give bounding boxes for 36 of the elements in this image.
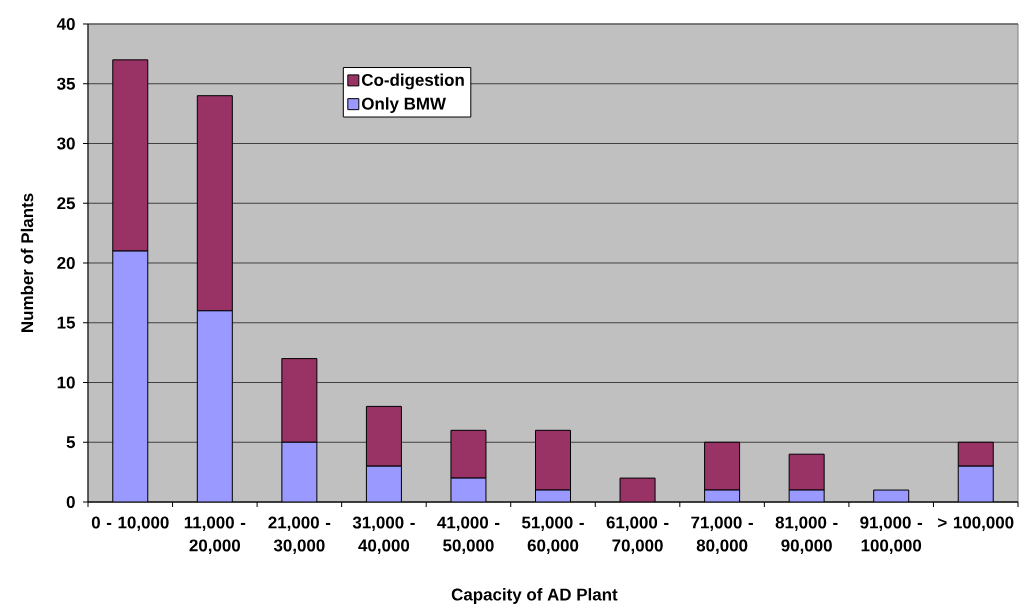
x-tick-label: 51,000 - 60,000 xyxy=(521,516,584,554)
x-tick-label: 41,000 - 50,000 xyxy=(437,516,500,554)
x-axis-title: Capacity of AD Plant xyxy=(451,588,618,604)
bar xyxy=(366,466,402,502)
y-tick-label: 15 xyxy=(57,316,76,329)
x-tick-label: 71,000 - 80,000 xyxy=(691,516,753,554)
bar xyxy=(197,310,233,502)
y-tick-label: 40 xyxy=(56,18,75,30)
x-tick-label: 11,000 - 20,000 xyxy=(184,516,246,554)
x-tick-label: 91,000 - 100,000 xyxy=(860,516,923,554)
bar xyxy=(281,442,317,502)
x-tick-label: > 100,000 xyxy=(938,516,1014,531)
bar xyxy=(704,441,741,491)
bar xyxy=(365,405,402,467)
bar xyxy=(957,465,994,502)
y-tick-label: 20 xyxy=(57,257,75,269)
bar xyxy=(281,358,318,443)
x-tick-label: 0 - 10,000 xyxy=(91,516,169,531)
bar xyxy=(112,251,148,502)
bar xyxy=(450,429,487,479)
y-tick-label: 30 xyxy=(57,137,75,150)
x-tick-label: 81,000 - 90,000 xyxy=(775,516,838,554)
x-tick-label: 31,000 - 40,000 xyxy=(352,516,415,554)
bar xyxy=(535,429,572,491)
y-tick-label: 25 xyxy=(57,197,76,210)
bar xyxy=(112,59,149,252)
y-axis-title: Number of Plants xyxy=(20,193,34,332)
y-tick-label: 10 xyxy=(57,376,75,389)
y-tick-label: 0 xyxy=(66,496,75,508)
legend-label: Only BMW xyxy=(362,97,446,114)
bar xyxy=(196,95,233,312)
x-tick-label: 21,000 - 30,000 xyxy=(268,516,331,554)
y-tick-label: 5 xyxy=(66,436,76,449)
x-tick-label: 61,000 - 70,000 xyxy=(606,516,669,554)
legend-label: Co-digestion xyxy=(362,73,464,90)
y-tick-label: 35 xyxy=(57,77,76,90)
